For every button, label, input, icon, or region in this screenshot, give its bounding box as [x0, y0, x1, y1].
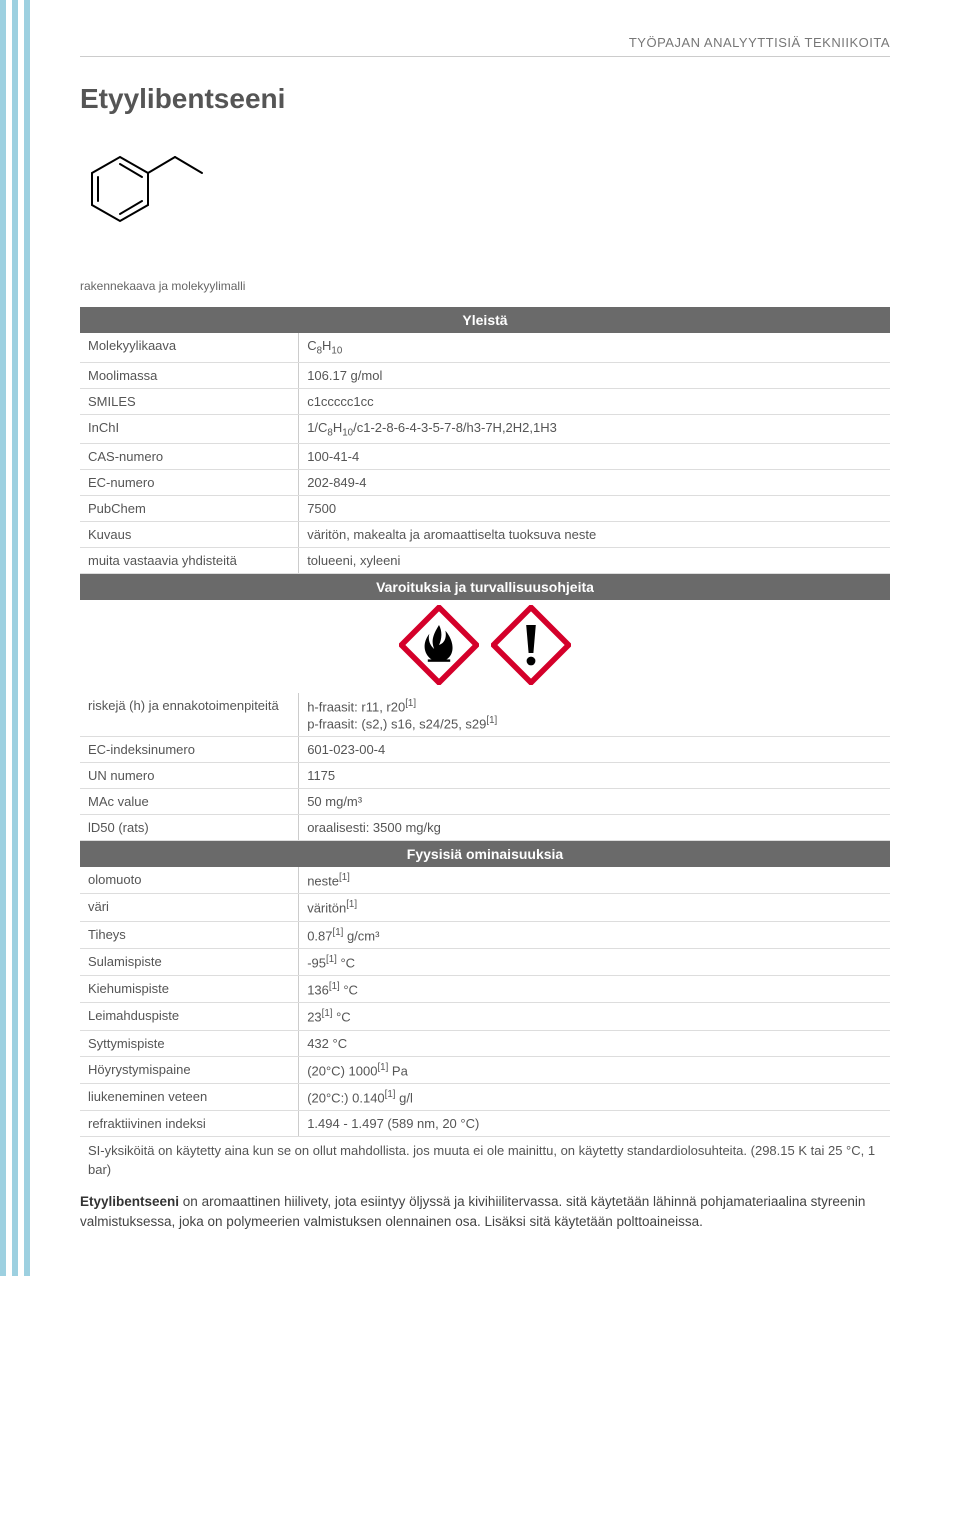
label-mac: MAc value: [80, 788, 299, 814]
value-vap: (20°C) 1000[1] Pa: [299, 1056, 890, 1083]
section-header-safety: Varoituksia ja turvallisuusohjeita: [80, 574, 890, 601]
structural-formula: [80, 139, 890, 259]
label-ign: Syttymispiste: [80, 1030, 299, 1056]
label-bp: Kiehumispiste: [80, 976, 299, 1003]
section-header-physical: Fyysisiä ominaisuuksia: [80, 840, 890, 867]
value-fp: 23[1] °C: [299, 1003, 890, 1030]
label-mp: Sulamispiste: [80, 948, 299, 975]
value-risks: h-fraasit: r11, r20[1]p-fraasit: (s2,) s…: [299, 693, 890, 736]
compound-description: Etyylibentseeni on aromaattinen hiilivet…: [80, 1192, 890, 1233]
value-inchi: 1/C8H10/c1-2-8-6-4-3-5-7-8/h3-7H,2H2,1H3: [299, 414, 890, 444]
label-molformula: Molekyylikaava: [80, 333, 299, 362]
value-density: 0.87[1] g/cm³: [299, 921, 890, 948]
label-risks: riskejä (h) ja ennakotoimenpiteitä: [80, 693, 299, 736]
value-ecidx: 601-023-00-4: [299, 736, 890, 762]
value-color: väritön[1]: [299, 894, 890, 921]
value-similar: tolueeni, xyleeni: [299, 548, 890, 574]
value-mac: 50 mg/m³: [299, 788, 890, 814]
page-title: Etyylibentseeni: [80, 83, 890, 115]
side-stripes: [0, 0, 40, 1276]
label-ec: EC-numero: [80, 470, 299, 496]
value-molformula: C8H10: [299, 333, 890, 362]
label-refidx: refraktiivinen indeksi: [80, 1111, 299, 1137]
structure-caption: rakennekaava ja molekyylimalli: [80, 279, 890, 293]
value-desc: väritön, makealta ja aromaattiselta tuok…: [299, 522, 890, 548]
value-sol: (20°C:) 0.140[1] g/l: [299, 1084, 890, 1111]
label-similar: muita vastaavia yhdisteitä: [80, 548, 299, 574]
label-cas: CAS-numero: [80, 444, 299, 470]
table-footnote: SI-yksiköitä on käytetty aina kun se on …: [80, 1137, 890, 1184]
value-state: neste[1]: [299, 867, 890, 894]
label-sol: liukeneminen veteen: [80, 1084, 299, 1111]
label-un: UN numero: [80, 762, 299, 788]
label-state: olomuoto: [80, 867, 299, 894]
value-pubchem: 7500: [299, 496, 890, 522]
ghs-exclamation-icon: [491, 605, 571, 685]
value-cas: 100-41-4: [299, 444, 890, 470]
value-un: 1175: [299, 762, 890, 788]
label-ecidx: EC-indeksinumero: [80, 736, 299, 762]
ghs-flammable-icon: [399, 605, 479, 685]
label-color: väri: [80, 894, 299, 921]
label-molmass: Moolimassa: [80, 362, 299, 388]
label-pubchem: PubChem: [80, 496, 299, 522]
value-ign: 432 °C: [299, 1030, 890, 1056]
label-desc: Kuvaus: [80, 522, 299, 548]
value-bp: 136[1] °C: [299, 976, 890, 1003]
value-smiles: c1ccccc1cc: [299, 388, 890, 414]
label-fp: Leimahduspiste: [80, 1003, 299, 1030]
page-header-label: TYÖPAJAN ANALYYTTISIÄ TEKNIIKOITA: [80, 35, 890, 57]
properties-table: Yleistä Molekyylikaava C8H10 Moolimassa …: [80, 307, 890, 1184]
section-header-general: Yleistä: [80, 307, 890, 333]
value-refidx: 1.494 - 1.497 (589 nm, 20 °C): [299, 1111, 890, 1137]
label-vap: Höyrystymispaine: [80, 1056, 299, 1083]
value-ld50: oraalisesti: 3500 mg/kg: [299, 814, 890, 840]
ghs-pictograms: [80, 600, 890, 693]
value-molmass: 106.17 g/mol: [299, 362, 890, 388]
label-ld50: lD50 (rats): [80, 814, 299, 840]
label-density: Tiheys: [80, 921, 299, 948]
value-ec: 202-849-4: [299, 470, 890, 496]
label-inchi: InChI: [80, 414, 299, 444]
label-smiles: SMILES: [80, 388, 299, 414]
value-mp: -95[1] °C: [299, 948, 890, 975]
